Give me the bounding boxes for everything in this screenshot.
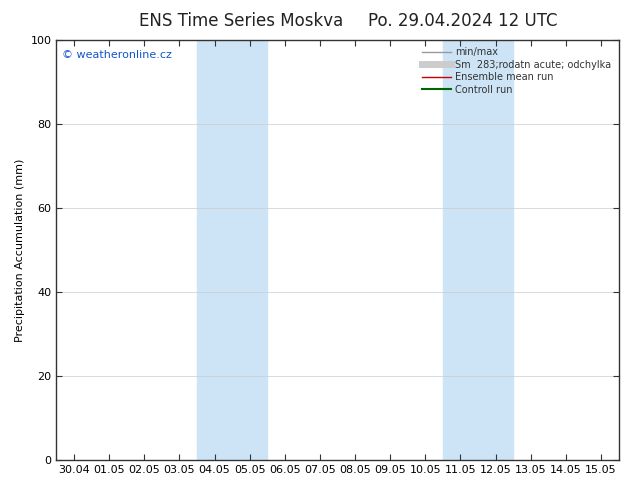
Text: ENS Time Series Moskva: ENS Time Series Moskva bbox=[139, 12, 343, 30]
Text: Po. 29.04.2024 12 UTC: Po. 29.04.2024 12 UTC bbox=[368, 12, 557, 30]
Y-axis label: Precipitation Accumulation (mm): Precipitation Accumulation (mm) bbox=[15, 158, 25, 342]
Bar bbox=[197, 40, 267, 460]
Text: © weatheronline.cz: © weatheronline.cz bbox=[62, 50, 172, 60]
Legend: min/max, Sm  283;rodatn acute; odchylka, Ensemble mean run, Controll run: min/max, Sm 283;rodatn acute; odchylka, … bbox=[418, 45, 614, 98]
Bar bbox=[443, 40, 513, 460]
